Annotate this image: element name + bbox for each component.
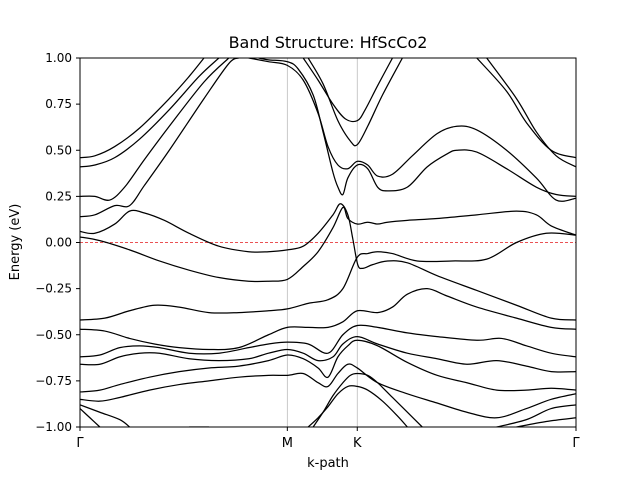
x-tick-label-0: Γ: [76, 436, 84, 451]
band-17: [496, 404, 576, 427]
y-tick-label-5: 0.25: [45, 189, 72, 203]
x-tick-label-3: Γ: [572, 436, 580, 451]
band-5: [80, 206, 576, 283]
band-16: [307, 385, 408, 427]
band-21: [302, 58, 394, 123]
y-tick-label-2: −0.50: [35, 328, 72, 342]
y-tick-label-4: 0.00: [45, 236, 72, 250]
band-6: [80, 232, 576, 321]
band-13: [80, 408, 101, 427]
x-tick-label-1: M: [282, 436, 293, 451]
x-axis-label: k-path: [307, 456, 349, 471]
chart-title: Band Structure: HfScCo2: [229, 33, 428, 52]
band-0: [80, 58, 205, 159]
y-tick-label-7: 0.75: [45, 97, 72, 111]
band-3: [80, 58, 240, 218]
band-lines: [80, 58, 576, 427]
band-1: [80, 58, 220, 168]
band-8: [80, 324, 576, 358]
band-12: [80, 404, 130, 427]
y-tick-label-8: 1.00: [45, 51, 72, 65]
x-tick-label-2: K: [353, 436, 362, 451]
y-axis-ticks: −1.00 −0.75 −0.50 −0.25 0.00 0.25 0.50 0.75 1.00: [35, 51, 80, 434]
band-23: [476, 58, 576, 159]
band-11: [80, 363, 576, 419]
band-9: [80, 335, 576, 373]
y-axis-label: Energy (eV): [8, 204, 23, 281]
band-7: [80, 288, 576, 351]
band-18: [516, 417, 576, 427]
band-15: [312, 372, 423, 427]
band-19: [258, 58, 576, 198]
band-20: [248, 58, 576, 202]
band-4: [80, 203, 576, 321]
band-10: [80, 339, 576, 393]
y-tick-label-0: −1.00: [35, 420, 72, 434]
y-tick-label-6: 0.50: [45, 143, 72, 157]
band-22: [307, 58, 403, 147]
y-tick-label-1: −0.75: [35, 374, 72, 388]
y-tick-label-3: −0.25: [35, 282, 72, 296]
band-2: [80, 58, 230, 201]
band-24: [486, 58, 576, 168]
